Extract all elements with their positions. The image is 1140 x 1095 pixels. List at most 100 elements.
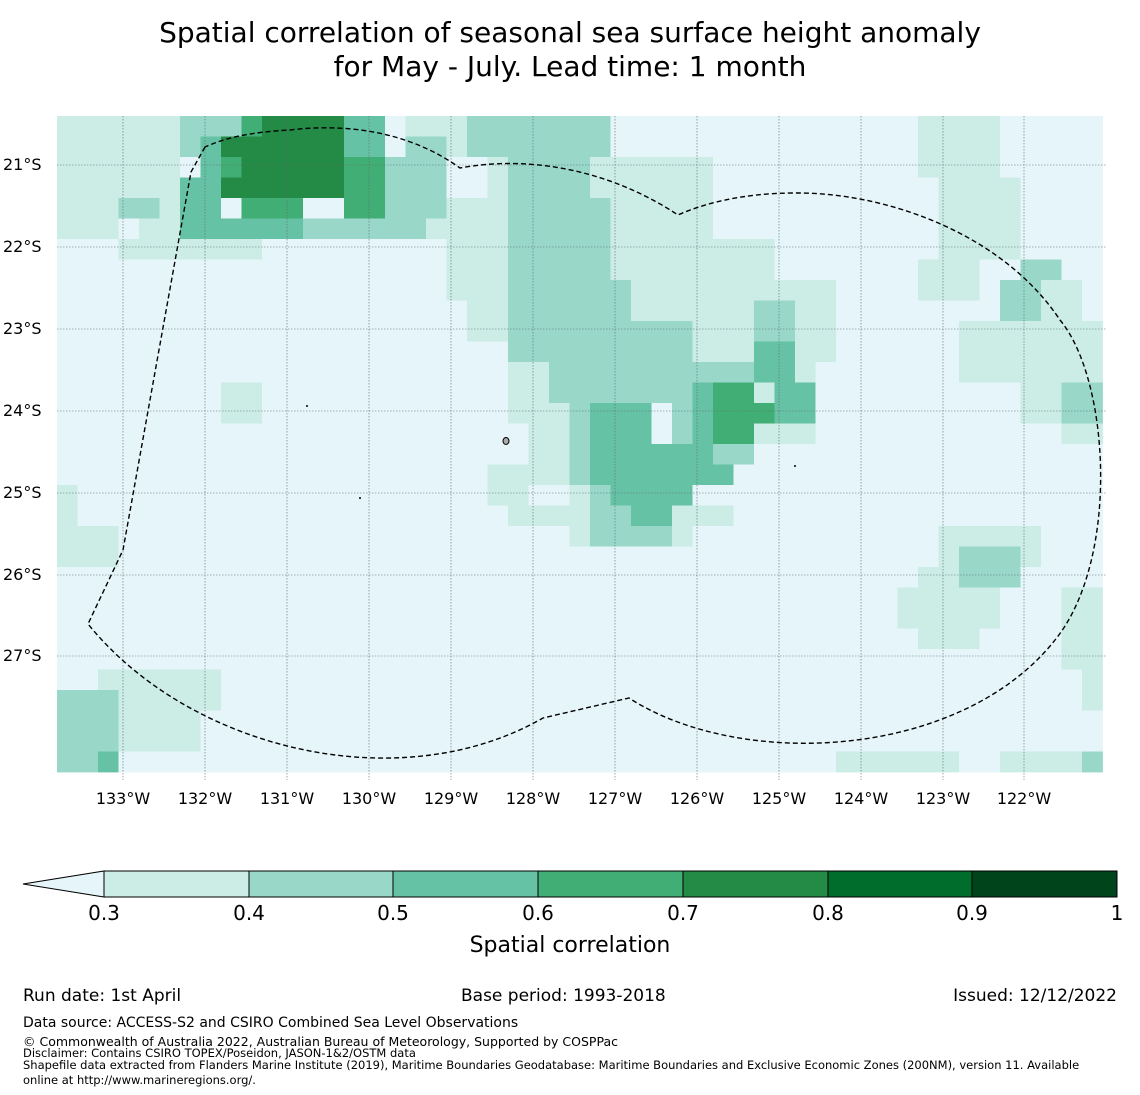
correlation-cell (918, 649, 939, 670)
correlation-cell (241, 669, 263, 691)
correlation-cell (241, 690, 263, 711)
lon-label: 131°W (259, 789, 315, 808)
correlation-cell (118, 403, 140, 424)
correlation-cell (979, 239, 1001, 260)
correlation-cell (897, 690, 919, 711)
correlation-cell (139, 177, 160, 199)
correlation-cell (159, 505, 181, 527)
correlation-cell (344, 628, 365, 650)
correlation-cell (754, 423, 775, 445)
correlation-cell (385, 669, 406, 691)
correlation-cell (282, 177, 304, 199)
correlation-cell (959, 423, 980, 445)
correlation-cell (1082, 710, 1103, 732)
correlation-cell (446, 382, 468, 404)
correlation-cell (98, 116, 119, 137)
correlation-cell (569, 464, 591, 486)
correlation-cell (282, 464, 304, 486)
correlation-cell (426, 382, 447, 404)
correlation-cell (508, 177, 529, 199)
run-date: Run date: 1st April (23, 986, 182, 1006)
correlation-cell (938, 116, 960, 137)
correlation-cell (200, 464, 222, 486)
correlation-cell (446, 444, 468, 465)
correlation-cell (323, 177, 345, 199)
correlation-cell (856, 321, 878, 342)
correlation-cell (713, 546, 734, 568)
correlation-cell (385, 423, 406, 445)
correlation-cell (795, 218, 816, 240)
correlation-cell (405, 485, 427, 506)
correlation-cell (713, 136, 734, 158)
correlation-cell (959, 464, 980, 486)
correlation-cell (713, 526, 734, 547)
correlation-cell (98, 259, 119, 281)
correlation-cell (815, 608, 837, 629)
correlation-cell (1061, 198, 1083, 219)
correlation-cell (651, 403, 673, 424)
correlation-cell (692, 280, 714, 301)
correlation-cell (77, 403, 99, 424)
correlation-cell (959, 444, 980, 465)
correlation-cell (713, 280, 734, 301)
correlation-cell (508, 444, 529, 465)
correlation-cell (754, 157, 775, 178)
correlation-cell (262, 300, 283, 322)
correlation-cell (774, 341, 796, 363)
correlation-cell (897, 546, 919, 568)
correlation-cell (282, 239, 304, 260)
correlation-cell (836, 710, 857, 732)
shapefile-credit: Shapefile data extracted from Flanders M… (23, 1058, 1080, 1072)
correlation-cell (713, 444, 734, 465)
correlation-cell (364, 567, 386, 588)
correlation-cell (836, 526, 857, 547)
correlation-cell (836, 690, 857, 711)
correlation-cell (323, 731, 345, 752)
correlation-cell (713, 567, 734, 588)
correlation-cell (836, 218, 857, 240)
correlation-cell (856, 423, 878, 445)
correlation-cell (180, 300, 201, 322)
correlation-cell (1041, 587, 1062, 609)
correlation-cell (815, 321, 837, 342)
correlation-cell (200, 567, 222, 588)
correlation-cell (733, 259, 755, 281)
correlation-cell (303, 300, 324, 322)
correlation-cell (159, 341, 181, 363)
correlation-cell (836, 751, 857, 773)
correlation-cell (979, 177, 1001, 199)
correlation-cell (282, 116, 304, 137)
colorbar-extend-arrow (22, 870, 105, 898)
correlation-cell (426, 259, 447, 281)
correlation-cell (180, 669, 201, 691)
correlation-cell (118, 362, 140, 383)
correlation-cell (528, 280, 550, 301)
correlation-cell (467, 280, 488, 301)
correlation-cell (1061, 690, 1083, 711)
correlation-cell (323, 157, 345, 178)
correlation-cell (610, 567, 632, 588)
correlation-cell (979, 280, 1001, 301)
correlation-cell (180, 280, 201, 301)
correlation-cell (569, 136, 591, 158)
correlation-cell (77, 628, 99, 650)
correlation-cell (631, 341, 652, 363)
correlation-cell (836, 444, 857, 465)
correlation-cell (569, 382, 591, 404)
correlation-cell (467, 198, 488, 219)
correlation-cell (303, 321, 324, 342)
correlation-cell (282, 567, 304, 588)
correlation-cell (323, 628, 345, 650)
correlation-cell (1020, 628, 1042, 650)
correlation-cell (938, 444, 960, 465)
correlation-cell (241, 300, 263, 322)
correlation-cell (959, 690, 980, 711)
correlation-cell (815, 444, 837, 465)
correlation-cell (426, 526, 447, 547)
correlation-cell (672, 464, 693, 486)
correlation-cell (323, 649, 345, 670)
correlation-cell (1041, 669, 1062, 691)
correlation-cell (1061, 403, 1083, 424)
correlation-cell (139, 403, 160, 424)
correlation-cell (262, 239, 283, 260)
